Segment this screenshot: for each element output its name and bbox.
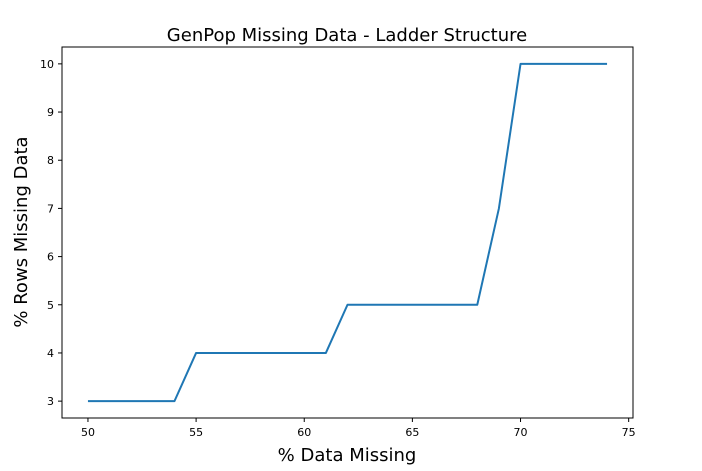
y-tick-label: 4 (47, 347, 54, 360)
x-tick-label: 55 (189, 426, 203, 439)
series-line (87, 62, 608, 403)
x-axis-label: % Data Missing (278, 445, 417, 466)
x-tick-label: 70 (514, 426, 528, 439)
x-tick-label: 50 (81, 426, 95, 439)
x-axis-ticks: 50 55 60 65 70 75 (81, 418, 636, 439)
y-tick-label: 5 (47, 299, 54, 312)
y-tick-label: 10 (40, 58, 54, 71)
y-axis-label: % Rows Missing Data (11, 136, 32, 327)
chart-title: GenPop Missing Data - Ladder Structure (167, 25, 527, 46)
y-axis-ticks: 3 4 5 6 7 8 9 10 (40, 58, 62, 408)
y-tick-label: 7 (47, 202, 54, 215)
plot-area (61, 46, 634, 419)
y-tick-label: 3 (47, 395, 54, 408)
x-tick-label: 75 (622, 426, 636, 439)
series-layer (87, 62, 608, 403)
y-tick-label: 8 (47, 154, 54, 167)
y-tick-label: 6 (47, 251, 54, 264)
y-tick-label: 9 (47, 106, 54, 119)
x-tick-label: 65 (405, 426, 419, 439)
x-tick-label: 60 (297, 426, 311, 439)
